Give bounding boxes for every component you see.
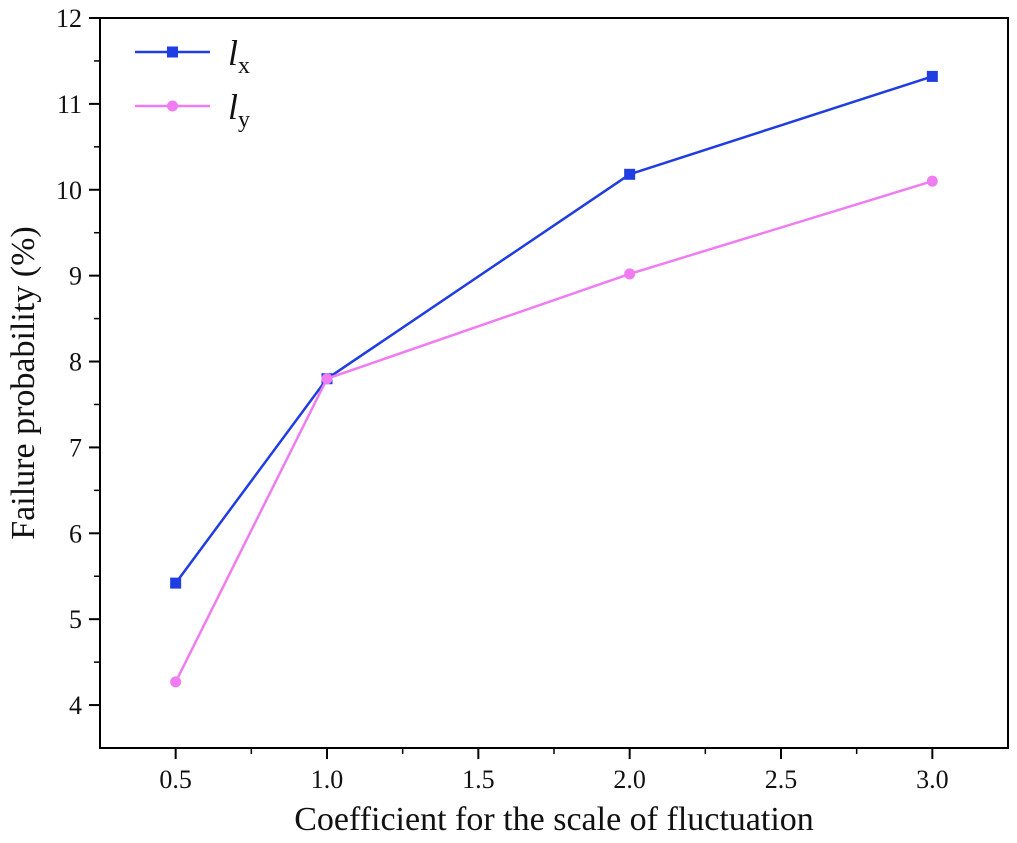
y-tick-label: 4	[69, 691, 82, 720]
x-tick-label: 2.0	[613, 765, 646, 794]
legend: l xl y	[135, 33, 250, 133]
y-tick-label: 9	[69, 262, 82, 291]
y-tick-label: 11	[57, 90, 82, 119]
data-point-x	[170, 577, 182, 589]
legend-marker-x	[167, 46, 178, 58]
legend-subscript-x: x	[238, 53, 250, 79]
y-tick-label: 6	[69, 519, 82, 548]
axes-layer: 0.5 1.0 1.5 2.0 2.5 3.0 4 5 6 7 8 9 10 11 12	[56, 4, 1009, 794]
x-tick-label: 2.5	[765, 765, 798, 794]
data-point-x	[926, 70, 938, 82]
y-tick-label: 5	[69, 605, 82, 634]
series-line-x	[174, 75, 933, 584]
y-tick-label: 12	[56, 4, 82, 33]
x-axis-label: Coefficient for the scale of fluctuation	[294, 801, 814, 838]
series-layer	[170, 70, 938, 688]
x-tick-label: 1.5	[462, 765, 495, 794]
y-tick-label: 8	[69, 348, 82, 377]
x-tick-label: 1.0	[311, 765, 344, 794]
y-tick-label: 7	[69, 433, 82, 462]
y-tick-label: 10	[56, 176, 82, 205]
data-point-y	[624, 268, 636, 280]
series-line-y	[174, 180, 933, 683]
legend-label-y: l	[228, 87, 238, 127]
legend-subscript-y: y	[238, 107, 250, 133]
data-point-y	[170, 676, 182, 688]
x-tick-label: 3.0	[916, 765, 949, 794]
plot-frame	[99, 17, 1009, 749]
data-point-x	[624, 168, 636, 180]
legend-label-x: l	[228, 33, 238, 73]
data-point-y	[321, 373, 333, 385]
legend-marker-y	[167, 100, 178, 112]
data-point-y	[926, 175, 938, 187]
x-tick-label: 0.5	[159, 765, 192, 794]
y-axis-label: Failure probability (%)	[5, 226, 42, 539]
